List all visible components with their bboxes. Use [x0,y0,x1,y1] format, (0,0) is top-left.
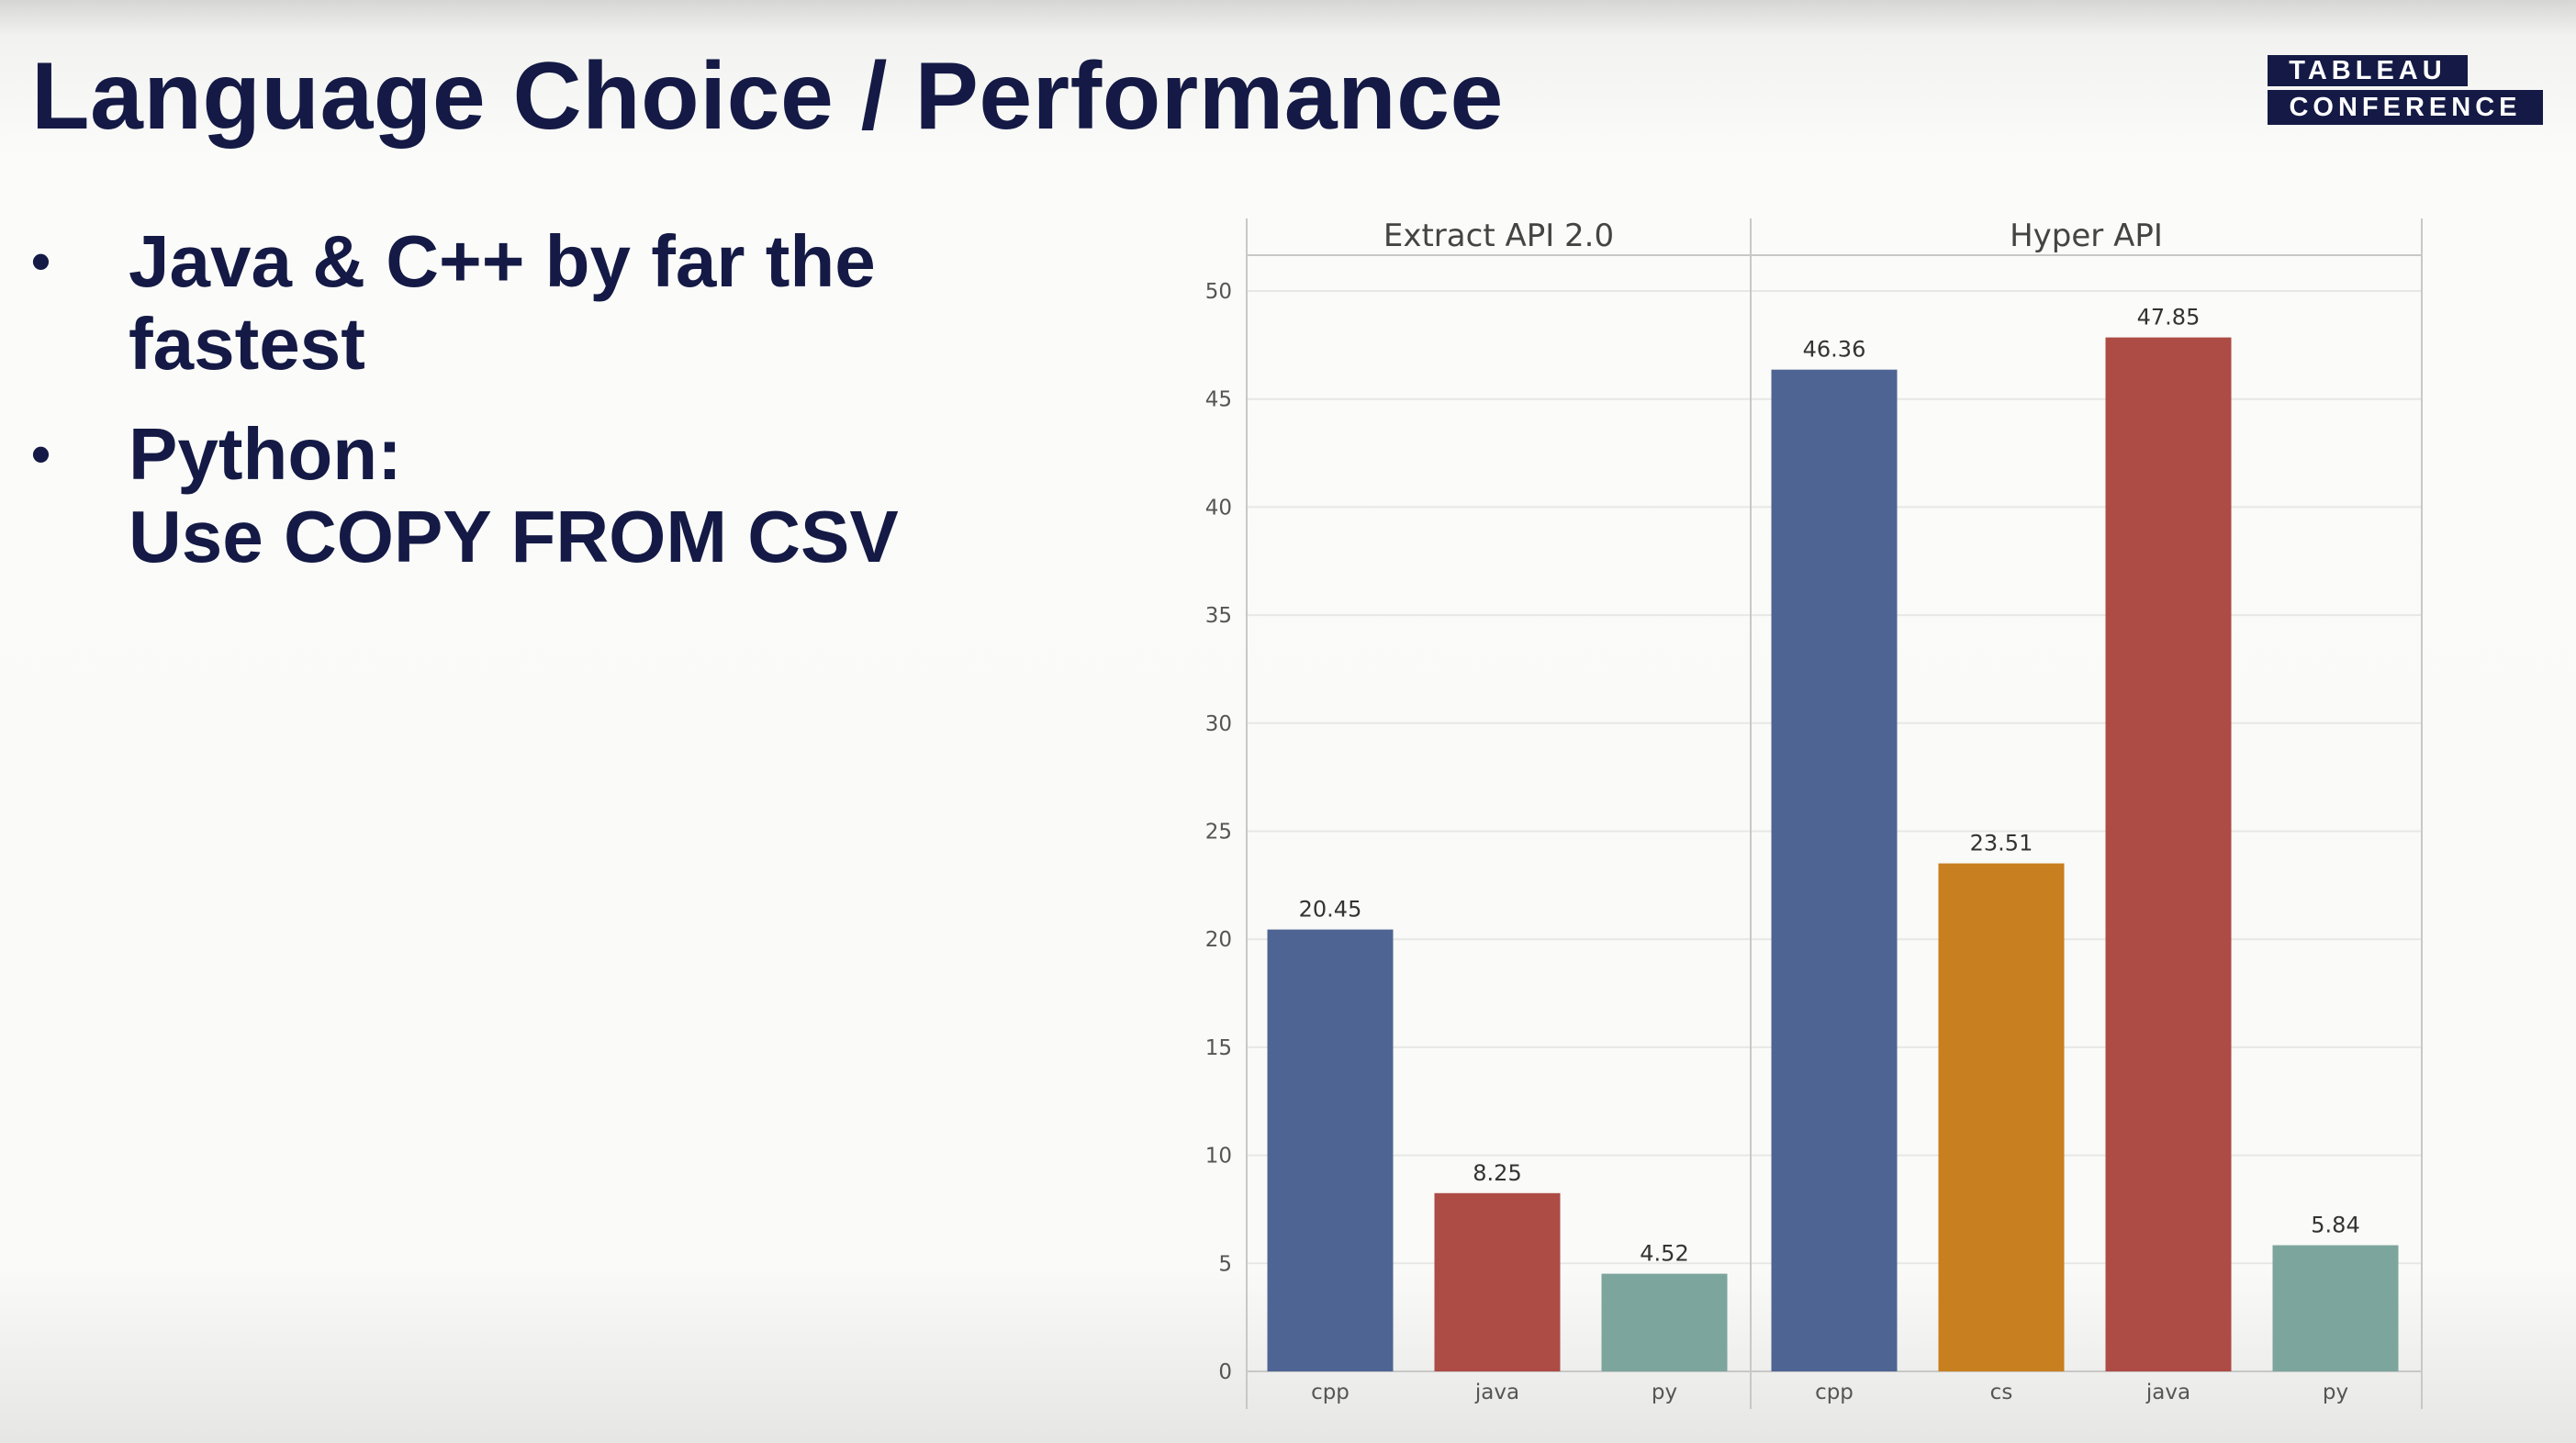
bar-value-label: 46.36 [1803,337,1866,363]
x-category-label: cpp [1815,1381,1854,1404]
x-category-label: py [1652,1381,1677,1404]
panel-header-label: Extract API 2.0 [1383,218,1614,254]
bar-value-label: 5.84 [2311,1213,2359,1238]
y-tick-label: 25 [1205,821,1232,845]
tableau-conference-logo: TABLEAU CONFERENCE [2268,55,2543,125]
logo-line-2: CONFERENCE [2268,90,2543,125]
y-tick-label: 45 [1205,388,1232,412]
bar-value-label: 23.51 [1970,831,2033,856]
bar-java [1434,1192,1561,1371]
panel-header-label: Hyper API [2010,218,2163,254]
bullet-text: fastest [129,303,365,385]
bullet-item: • Python: Use COPY FROM CSV [31,413,1087,578]
y-tick-label: 40 [1205,496,1232,520]
y-tick-label: 35 [1205,604,1232,628]
logo-line-1: TABLEAU [2268,55,2468,86]
bar-cpp [1267,929,1394,1371]
y-tick-label: 10 [1205,1145,1232,1169]
slide-title: Language Choice / Performance [31,43,1504,150]
bar-value-label: 8.25 [1473,1160,1521,1186]
x-category-label: java [1474,1381,1519,1404]
bar-value-label: 47.85 [2137,305,2201,330]
bullet-text: Python: [129,413,402,495]
y-tick-label: 5 [1218,1252,1232,1276]
y-tick-label: 15 [1205,1036,1232,1060]
bar-value-label: 20.45 [1299,897,1362,923]
bullet-dot: • [31,423,51,485]
bar-py [2272,1245,2399,1371]
bar-value-label: 4.52 [1640,1241,1688,1267]
bar-chart: 0 5 10 15 20 25 30 35 40 45 50 Extract API 2.0 20.45… [1205,218,2423,1409]
bar-cs [1938,863,2065,1371]
y-tick-label: 50 [1205,280,1232,304]
bar-py [1601,1273,1728,1371]
y-tick-label: 20 [1205,928,1232,952]
x-category-label: java [2145,1381,2190,1404]
x-category-label: py [2323,1381,2348,1404]
x-category-label: cs [1990,1381,2013,1404]
bullet-dot: • [31,230,51,292]
bar-cpp [1771,369,1898,1372]
bullet-text: Use COPY FROM CSV [129,496,899,577]
bar-java [2105,337,2232,1372]
y-tick-label: 30 [1205,712,1232,736]
bullet-list: • Java & C++ by far the fastest • Python… [31,220,1087,606]
bullet-text: Java & C++ by far the [129,220,876,302]
y-tick-label: 0 [1218,1360,1232,1384]
bullet-item: • Java & C++ by far the fastest [31,220,1087,386]
x-category-label: cpp [1311,1381,1350,1404]
